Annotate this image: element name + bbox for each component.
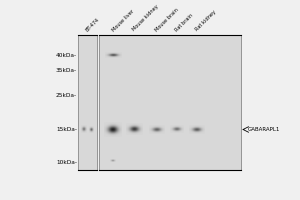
Text: 40kDa-: 40kDa- bbox=[56, 53, 77, 58]
Bar bbox=[78, 35, 97, 170]
Text: 10kDa-: 10kDa- bbox=[56, 160, 77, 165]
Text: 15kDa-: 15kDa- bbox=[56, 127, 77, 132]
Text: 25kDa-: 25kDa- bbox=[56, 93, 77, 98]
Text: Mouse kidney: Mouse kidney bbox=[132, 4, 160, 32]
Bar bbox=[99, 35, 241, 170]
Text: GABARAPL1: GABARAPL1 bbox=[248, 127, 280, 132]
Text: Rat brain: Rat brain bbox=[175, 13, 194, 32]
Text: BT-474: BT-474 bbox=[85, 17, 101, 32]
Text: 35kDa-: 35kDa- bbox=[56, 68, 77, 73]
Text: Rat kidney: Rat kidney bbox=[194, 10, 217, 32]
Text: Mouse liver: Mouse liver bbox=[111, 8, 135, 32]
Text: Mouse brain: Mouse brain bbox=[154, 7, 179, 32]
